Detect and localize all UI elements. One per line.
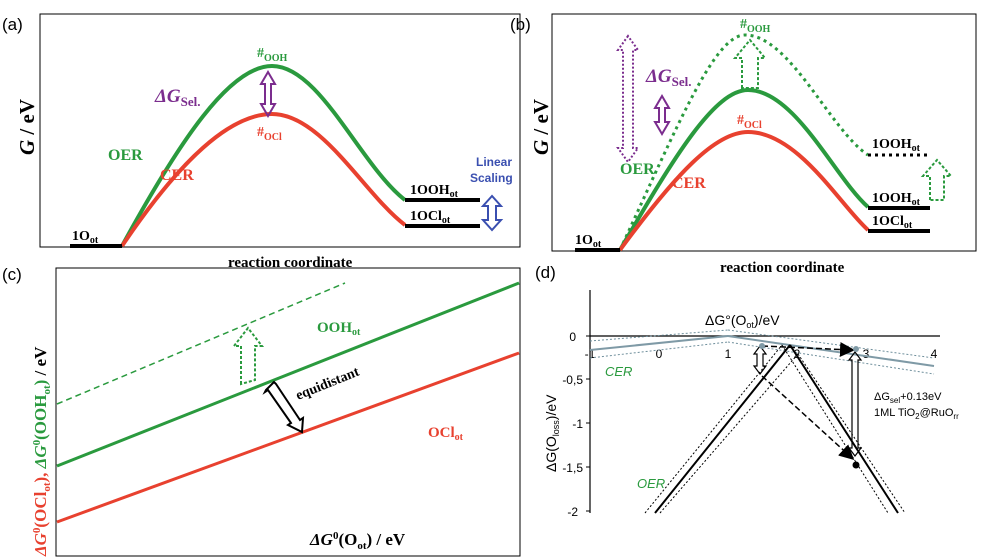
panel-d-xtick-label: -1 bbox=[585, 347, 596, 361]
panel-c-equidistant: equidistant bbox=[294, 365, 362, 404]
panel-a-oer-label: OER bbox=[108, 147, 143, 164]
panel-d-ytick-label: -0,5 bbox=[562, 373, 583, 387]
panel-b-end-dotted: 1OOHot bbox=[872, 137, 921, 154]
panel-d-long-double-arrow bbox=[847, 351, 863, 457]
panel-a-end-cer: 1OClot bbox=[410, 209, 451, 226]
panel-c-letter: (c) bbox=[2, 265, 22, 284]
panel-d-xtick-label: 1 bbox=[725, 347, 732, 361]
panel-b-ylabel: G / eV bbox=[529, 99, 553, 155]
panel-d-point bbox=[759, 343, 765, 349]
panel-b-long-delta-arrow bbox=[616, 34, 640, 164]
panel-d-ytick-label: -2 bbox=[567, 505, 578, 519]
panel-c: (c) ΔG0(OClot), ΔG0(OOHot) / eV equidist… bbox=[2, 265, 521, 557]
panel-d-dashed-shift-oer bbox=[761, 375, 855, 461]
panel-d-cer-right bbox=[727, 335, 935, 367]
panel-c-shift-arrow bbox=[231, 326, 265, 386]
panel-b-ts-top: #OOH bbox=[740, 17, 771, 35]
panel-d-xtick-label: 2 bbox=[794, 347, 801, 361]
panel-d-cer-dotted-lower-r bbox=[727, 341, 935, 375]
panel-b-end-shift-arrow bbox=[920, 158, 954, 201]
panel-d-point bbox=[852, 461, 860, 469]
panel-d-ytick-label: -1,5 bbox=[562, 461, 583, 475]
panel-b-oer-curve bbox=[618, 87, 870, 252]
panel-d-ylabel: ΔG(Oloss)/eV bbox=[543, 394, 561, 472]
panel-b-cer-label: CER bbox=[672, 175, 706, 192]
panel-b-letter: (b) bbox=[510, 15, 531, 34]
panel-a-ts-oer: #OOH bbox=[257, 46, 288, 64]
panel-b-frame bbox=[551, 13, 977, 252]
panel-c-equidistant-arrow bbox=[262, 380, 305, 434]
panel-d-cer-dotted-lower bbox=[589, 341, 729, 359]
panel-b-cer-curve bbox=[618, 129, 870, 252]
panel-d-xtick-label: 3 bbox=[863, 347, 870, 361]
panel-a-delta-label: ΔGSel. bbox=[154, 86, 201, 109]
panel-d-xlabel: ΔG°(Oot)/eV bbox=[705, 312, 780, 330]
panel-d-oer-dotted-d bbox=[781, 344, 889, 514]
panel-b-delta-label: ΔGSel. bbox=[645, 66, 692, 89]
panel-d-cer-left bbox=[589, 335, 729, 351]
panel-d-xtick-label: 4 bbox=[931, 347, 938, 361]
panel-d-xtick-label: 0 bbox=[656, 347, 663, 361]
panel-c-ocl-label: OClot bbox=[428, 425, 464, 443]
panel-d-small-double-arrow bbox=[752, 345, 768, 375]
panel-d-oer-label: OER bbox=[637, 476, 665, 491]
panel-a-delta-arrow bbox=[259, 70, 277, 118]
panel-b-start-label: 1Oot bbox=[575, 233, 602, 250]
panel-c-ooh-label: OOHot bbox=[317, 320, 361, 338]
panel-c-ylabel: ΔG0(OClot), ΔG0(OOHot) / eV bbox=[31, 346, 53, 557]
panel-d-point bbox=[853, 346, 859, 352]
panel-c-ooh-line bbox=[56, 281, 520, 468]
panel-b: (b) G / eV ΔGSel. #OOH #OCl OER CER 1Oot… bbox=[510, 13, 977, 276]
panel-d-oer-dotted-c bbox=[644, 344, 783, 514]
panel-b-short-delta-arrow bbox=[653, 94, 671, 136]
panel-d-cer-dotted-upper-r bbox=[727, 329, 935, 359]
panel-a-scaling-arrow bbox=[480, 194, 504, 232]
panel-a-frame bbox=[39, 13, 521, 248]
panel-d-cer-dotted-upper bbox=[589, 329, 729, 342]
panel-d-dashed-shift-top bbox=[761, 341, 855, 357]
panel-a-ylabel: G / eV bbox=[15, 99, 39, 155]
panel-a-scaling: Scaling bbox=[470, 171, 513, 185]
panel-a-cer-curve bbox=[120, 111, 407, 248]
panel-b-oer-label: OER bbox=[620, 161, 655, 178]
panel-d: (d) 0 -0,5 -1 -1,5 -2 -1 0 1 2 3 4 ΔG°(O… bbox=[535, 263, 959, 519]
panel-c-ocl-line bbox=[56, 351, 520, 524]
panel-d-letter: (d) bbox=[535, 263, 556, 282]
panel-b-end-oer: 1OOHot bbox=[872, 191, 921, 208]
panel-b-xlabel: reaction coordinate bbox=[720, 260, 845, 276]
panel-d-oer-right bbox=[789, 344, 899, 514]
panel-d-oer-left bbox=[654, 344, 791, 514]
panel-b-end-cer: 1OClot bbox=[872, 214, 913, 231]
panel-a-linear: Linear bbox=[476, 155, 512, 169]
panel-d-annotation-material: 1ML TiO2@RuOrr bbox=[874, 407, 959, 421]
panel-a-letter: (a) bbox=[2, 15, 23, 34]
panel-c-dashed-line bbox=[56, 282, 346, 405]
panel-d-annotation-delta: ΔGsel+0.13eV bbox=[874, 391, 942, 405]
panel-d-cer-label: CER bbox=[605, 364, 632, 379]
panel-a-end-oer: 1OOHot bbox=[410, 183, 459, 200]
panel-b-ts-cer: #OCl bbox=[737, 113, 762, 131]
panel-c-xlabel: ΔG0(Oot) / eV bbox=[309, 530, 406, 552]
panel-d-oer-dotted-a bbox=[659, 353, 799, 514]
panel-d-ytick-label: 0 bbox=[569, 330, 576, 344]
panel-a-oer-curve bbox=[120, 63, 407, 247]
panel-a-ts-cer: #OCl bbox=[257, 125, 282, 143]
panel-a-xlabel: reaction coordinate bbox=[228, 255, 353, 271]
panel-d-ytick-label: -1 bbox=[572, 417, 583, 431]
panel-c-frame bbox=[55, 267, 521, 557]
panel-a-start-label: 1Oot bbox=[72, 229, 99, 246]
panel-b-ts-shift-arrow bbox=[732, 38, 768, 89]
panel-a-cer-label: CER bbox=[160, 167, 194, 184]
panel-a: (a) G / eV ΔGSel. #OOH #OCl OER CER 1Oot… bbox=[2, 13, 521, 271]
